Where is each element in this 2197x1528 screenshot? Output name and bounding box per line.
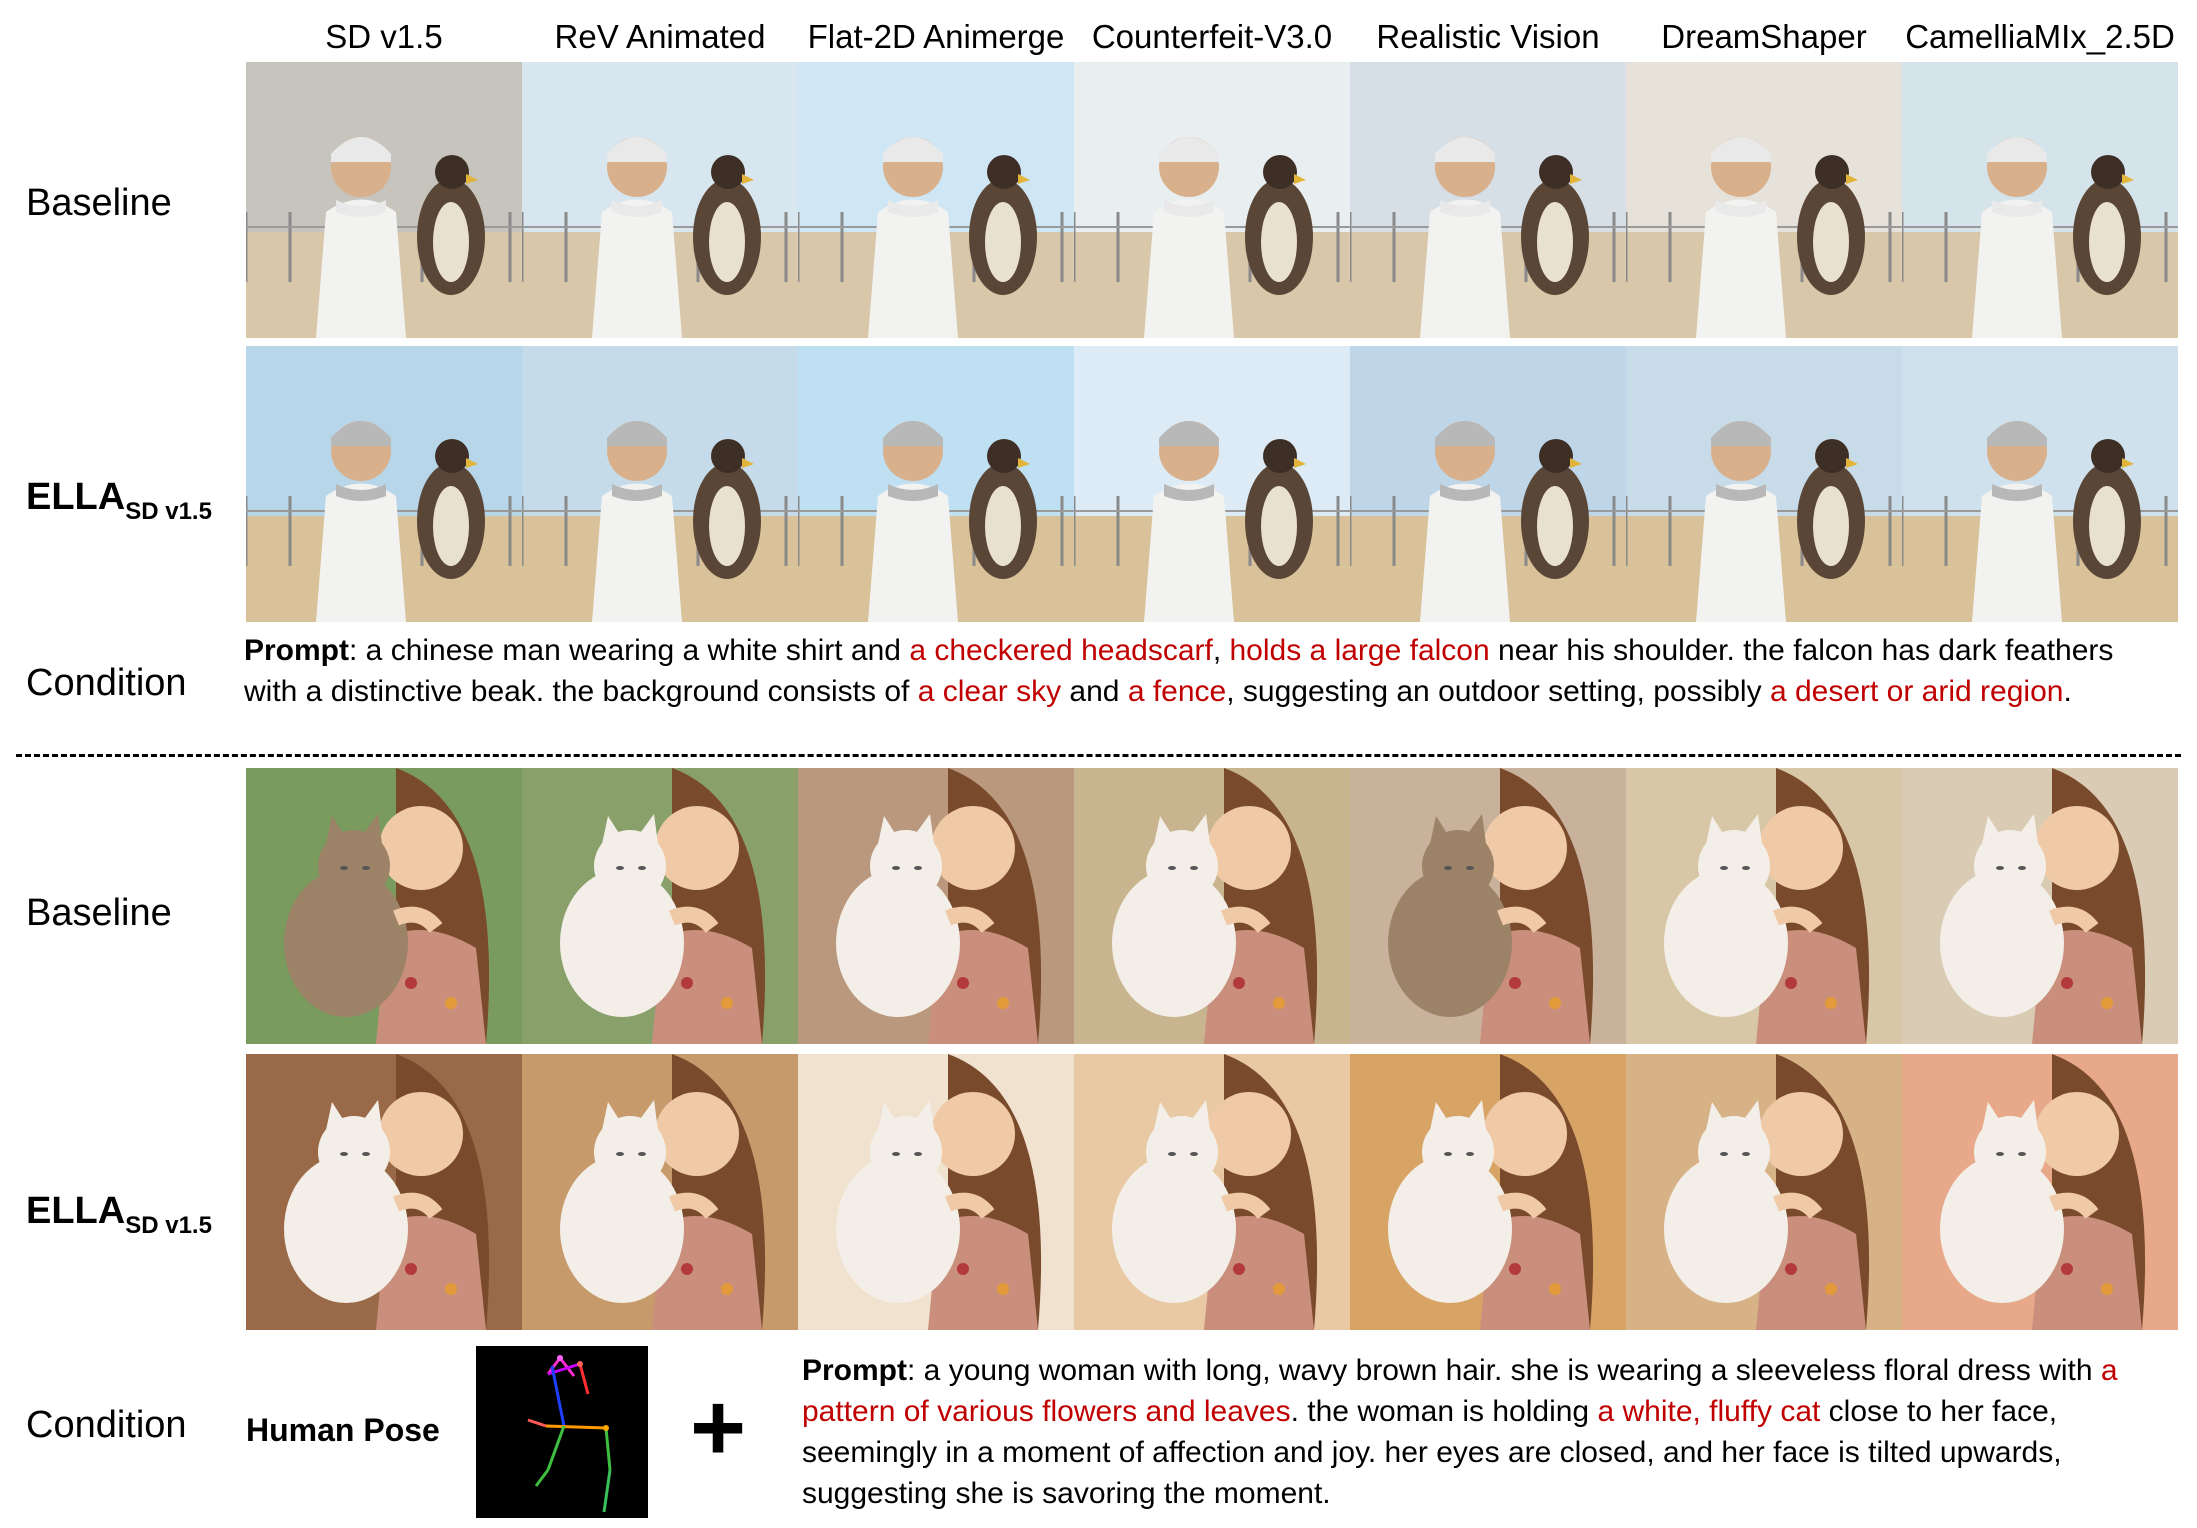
prompt-cat: Prompt: a young woman with long, wavy br… — [802, 1350, 2182, 1514]
ella-main-text: ELLA — [26, 1190, 126, 1232]
prompt-highlight: a clear sky — [917, 675, 1062, 708]
prompt-text: : a chinese man wearing a white shirt an… — [349, 634, 910, 667]
falcon-baseline-image-sd15 — [246, 62, 522, 338]
prompt-text: near his shoulder. the falcon has dark f… — [244, 634, 2114, 708]
ella-subscript: SD v1.5 — [125, 1212, 212, 1239]
cat-ella-image-rev-animated — [522, 1054, 798, 1330]
falcon-ella-image-camellia — [1902, 346, 2178, 622]
row-label-baseline-2: Baseline — [26, 892, 172, 934]
prompt-highlight: a desert or arid region — [1769, 675, 2064, 708]
column-header-rev-animated: ReV Animated — [554, 18, 766, 55]
cat-ella-image-sd15 — [246, 1054, 522, 1330]
prompt-highlight: a pattern of various flowers and leaves — [802, 1354, 2118, 1428]
cat-baseline-image-counterfeit — [1074, 768, 1350, 1044]
prompt-highlight: holds a large falcon — [1229, 634, 1490, 667]
prompt-text: close to her face, seemingly in a moment… — [802, 1395, 2062, 1510]
cat-ella-image-flat2d — [798, 1054, 1074, 1330]
prompt-text: . — [2063, 675, 2072, 708]
cat-ella-image-counterfeit — [1074, 1054, 1350, 1330]
cat-ella-image-camellia — [1902, 1054, 2178, 1330]
section-divider — [16, 754, 2181, 757]
ella-subscript: SD v1.5 — [125, 498, 212, 525]
prompt-highlight: a fence — [1127, 675, 1227, 708]
prompt-highlight: a checkered headscarf — [909, 634, 1213, 667]
column-header-counterfeit: Counterfeit-V3.0 — [1091, 18, 1333, 55]
ella-main-text: ELLA — [26, 476, 126, 518]
cat-baseline-image-camellia — [1902, 768, 2178, 1044]
falcon-baseline-image-flat2d — [798, 62, 1074, 338]
human-pose-label: Human Pose — [246, 1412, 440, 1448]
row-label-baseline-1: Baseline — [26, 182, 172, 224]
falcon-baseline-image-dreamshaper — [1626, 62, 1902, 338]
falcon-baseline-image-counterfeit — [1074, 62, 1350, 338]
falcon-ella-image-realistic-vision — [1350, 346, 1626, 622]
falcon-ella-image-dreamshaper — [1626, 346, 1902, 622]
falcon-ella-image-counterfeit — [1074, 346, 1350, 622]
falcon-ella-image-rev-animated — [522, 346, 798, 622]
prompt-label: Prompt — [802, 1354, 907, 1387]
column-header-dreamshaper: DreamShaper — [1661, 18, 1867, 55]
column-header-realistic-vision: Realistic Vision — [1376, 18, 1600, 55]
prompt-text: . the woman is holding — [1290, 1395, 1598, 1428]
falcon-ella-image-flat2d — [798, 346, 1074, 622]
row-label-condition-1: Condition — [26, 662, 187, 704]
prompt-highlight: a white, fluffy cat — [1597, 1395, 1821, 1428]
prompt-label: Prompt — [244, 634, 349, 667]
prompt-text: , — [1212, 634, 1230, 667]
falcon-baseline-image-realistic-vision — [1350, 62, 1626, 338]
cat-baseline-image-flat2d — [798, 768, 1074, 1044]
cat-ella-image-realistic-vision — [1350, 1054, 1626, 1330]
prompt-text: and — [1061, 675, 1128, 708]
prompt-text: , suggesting an outdoor setting, possibl… — [1226, 675, 1770, 708]
row-label-ella-2: ELLASD v1.5 — [26, 1190, 212, 1240]
prompt-text: : a young woman with long, wavy brown ha… — [907, 1354, 2101, 1387]
cat-baseline-image-realistic-vision — [1350, 768, 1626, 1044]
cat-baseline-image-rev-animated — [522, 768, 798, 1044]
falcon-ella-image-sd15 — [246, 346, 522, 622]
cat-baseline-image-dreamshaper — [1626, 768, 1902, 1044]
plus-sign: + — [690, 1374, 747, 1481]
pose-skeleton-image — [476, 1346, 648, 1518]
falcon-baseline-image-rev-animated — [522, 62, 798, 338]
cat-ella-image-dreamshaper — [1626, 1054, 1902, 1330]
row-label-condition-2: Condition — [26, 1404, 187, 1446]
row-label-ella-1: ELLASD v1.5 — [26, 476, 212, 526]
column-header-camellia: CamelliaMIx_2.5D — [1905, 18, 2175, 55]
falcon-baseline-image-camellia — [1902, 62, 2178, 338]
prompt-falcon: Prompt: a chinese man wearing a white sh… — [244, 630, 2174, 712]
cat-baseline-image-sd15 — [246, 768, 522, 1044]
column-header-flat2d: Flat-2D Animerge — [807, 18, 1065, 55]
column-header-sd15: SD v1.5 — [325, 18, 443, 55]
